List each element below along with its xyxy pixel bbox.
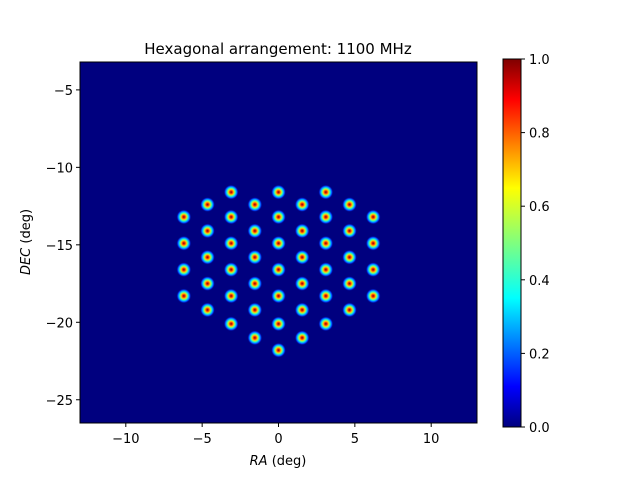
beam-13 <box>247 223 263 239</box>
beam-26 <box>223 262 239 278</box>
beam-44 <box>271 316 286 332</box>
beam-10 <box>318 209 334 225</box>
beam-7 <box>176 209 192 225</box>
beam-29 <box>365 262 381 278</box>
beam-22 <box>247 249 263 265</box>
x-tick-label: 5 <box>351 432 359 447</box>
beam-9 <box>271 209 286 225</box>
beam-2 <box>318 184 334 200</box>
beam-24 <box>342 249 358 265</box>
y-axis-unit: (deg) <box>19 209 34 248</box>
beam-1 <box>223 184 239 200</box>
colorbar-ticks: 0.0 0.2 0.4 0.6 0.8 1.0 <box>521 53 550 436</box>
beam-33 <box>342 276 358 292</box>
colorbar-tick-label: 0.8 <box>529 127 550 142</box>
y-tick-label: −25 <box>46 394 73 409</box>
beam-45 <box>318 316 334 332</box>
colorbar-tick-label: 0.6 <box>529 200 550 215</box>
y-axis-ticks: −5 −10 −15 −20 −25 <box>46 84 80 409</box>
beam-46 <box>247 330 263 346</box>
beam-41 <box>294 302 310 318</box>
beam-35 <box>223 288 239 304</box>
y-axis-var: DEC <box>19 247 34 275</box>
x-axis-label: RA (deg) <box>250 454 307 469</box>
chart-title: Hexagonal arrangement: 1100 MHz <box>144 40 412 58</box>
beam-39 <box>199 302 215 318</box>
beam-5 <box>294 197 310 213</box>
beam-14 <box>294 223 310 239</box>
beam-37 <box>318 288 334 304</box>
x-axis-unit: (deg) <box>268 454 307 469</box>
beam-17 <box>223 235 239 251</box>
beam-47 <box>294 330 310 346</box>
beam-30 <box>199 276 215 292</box>
beam-layer <box>176 184 381 358</box>
beam-25 <box>176 262 192 278</box>
beam-18 <box>271 235 286 251</box>
beam-6 <box>342 197 358 213</box>
beam-8 <box>223 209 239 225</box>
beam-21 <box>199 249 215 265</box>
beam-36 <box>271 288 286 304</box>
x-tick-label: 10 <box>423 432 440 447</box>
x-tick-label: −10 <box>112 432 139 447</box>
beam-42 <box>342 302 358 318</box>
x-axis-ticks: −10 −5 0 5 10 <box>112 423 439 447</box>
x-tick-label: −5 <box>193 432 212 447</box>
beam-31 <box>247 276 263 292</box>
colorbar <box>502 58 522 428</box>
colorbar-tick-label: 0.4 <box>529 274 550 289</box>
beam-0 <box>271 184 286 200</box>
beam-48 <box>271 342 286 358</box>
beam-23 <box>294 249 310 265</box>
colorbar-tick-label: 0.0 <box>529 421 550 436</box>
beam-38 <box>365 288 381 304</box>
y-tick-label: −20 <box>46 316 73 331</box>
beam-20 <box>365 235 381 251</box>
y-tick-label: −5 <box>54 84 73 99</box>
beam-43 <box>223 316 239 332</box>
x-tick-label: 0 <box>274 432 282 447</box>
y-tick-label: −10 <box>46 161 73 176</box>
beam-3 <box>199 197 215 213</box>
beam-28 <box>318 262 334 278</box>
y-axis-label: DEC (deg) <box>19 209 34 275</box>
x-axis-var: RA <box>250 454 268 469</box>
beam-16 <box>176 235 192 251</box>
beam-19 <box>318 235 334 251</box>
beam-40 <box>247 302 263 318</box>
beam-12 <box>199 223 215 239</box>
beam-32 <box>294 276 310 292</box>
beam-27 <box>271 262 286 278</box>
beam-34 <box>176 288 192 304</box>
beam-4 <box>247 197 263 213</box>
colorbar-tick-label: 1.0 <box>529 53 550 68</box>
y-tick-label: −15 <box>46 239 73 254</box>
beam-11 <box>365 209 381 225</box>
beam-15 <box>342 223 358 239</box>
colorbar-tick-label: 0.2 <box>529 347 550 362</box>
